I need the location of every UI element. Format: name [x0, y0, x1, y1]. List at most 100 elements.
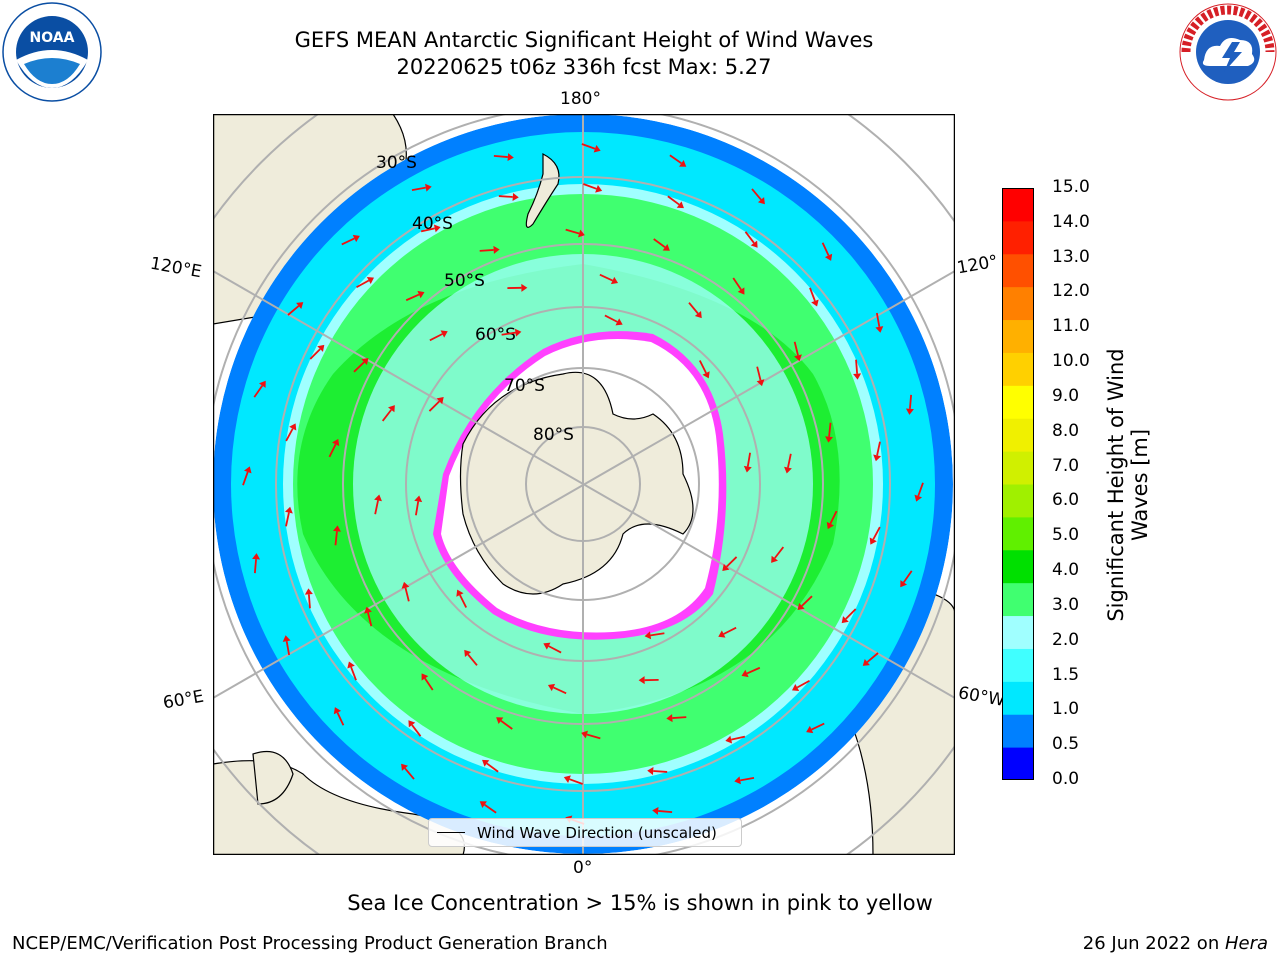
wind-arrow-head: [638, 676, 645, 685]
wind-arrow-shaft: [405, 293, 420, 302]
wind-arrow-head: [333, 707, 342, 715]
wind-arrow-shaft: [917, 482, 924, 497]
wind-arrow-head: [647, 767, 654, 776]
wind-arrow-shaft: [872, 526, 881, 540]
nws-logo: [1179, 3, 1277, 101]
wind-arrow-shaft: [658, 810, 673, 814]
lon-label-60w: 60°W: [956, 683, 1007, 711]
sea-ice-note: Sea Ice Concentration > 15% is shown in …: [347, 891, 933, 915]
wind-arrow-shaft: [309, 348, 321, 360]
colorbar-segment: [1002, 220, 1034, 255]
colorbar-tick-label: 5.0: [1052, 525, 1080, 546]
wind-arrow-shaft: [672, 716, 687, 719]
wind-arrow-head: [361, 357, 369, 365]
chart-title: GEFS MEAN Antarctic Significant Height o…: [294, 28, 874, 52]
wind-arrow-head: [791, 684, 800, 692]
wind-arrow-head: [512, 192, 519, 201]
lon-label-0: 0°: [573, 858, 593, 878]
wind-arrow-head: [289, 423, 297, 431]
wind-arrow-shaft: [429, 333, 443, 342]
wind-arrow-head: [679, 160, 687, 167]
colorbar-tick-label: 1.0: [1052, 699, 1080, 720]
wind-arrow-head: [610, 276, 619, 285]
wind-arrow-head: [414, 495, 423, 503]
wind-arrow-shaft: [411, 186, 426, 192]
wind-arrow-shaft: [565, 228, 580, 235]
wind-arrow-shaft: [500, 720, 513, 730]
wind-arrow-shaft: [242, 471, 249, 486]
wind-arrow-shaft: [404, 587, 410, 602]
wind-arrow-head: [304, 588, 313, 595]
wind-arrow-head: [734, 776, 741, 785]
antarctica-land: [459, 371, 694, 595]
wind-arrow-head: [862, 658, 870, 666]
wind-arrow-shaft: [774, 546, 785, 559]
wind-arrow-shaft: [285, 512, 290, 527]
wind-arrow-head: [794, 354, 802, 362]
wind-arrow-head: [243, 466, 252, 474]
colorbar-segment: [1002, 385, 1034, 419]
wind-arrow-head: [547, 683, 556, 692]
wind-arrow-head: [737, 287, 745, 295]
wind-arrow-shaft: [875, 312, 881, 327]
wind-arrow-head: [869, 537, 877, 545]
colorbar-segment: [1002, 188, 1034, 222]
wind-arrow-head: [563, 775, 571, 783]
colorbar-tick-label: 10.0: [1052, 351, 1090, 372]
lat-label-30s: 30°S: [376, 153, 417, 173]
wind-arrow-shaft: [845, 608, 857, 620]
wind-arrow-head: [417, 290, 425, 299]
wind-arrow-head: [284, 506, 293, 514]
wind-arrow-shaft: [479, 249, 494, 252]
wind-arrow-shaft: [653, 770, 668, 773]
lat-label-70s: 70°S: [504, 376, 545, 396]
wind-arrow-shaft: [548, 645, 562, 654]
colorbar-segment: [1002, 516, 1034, 551]
wind-arrow-head: [296, 302, 304, 310]
wind-arrow-head: [282, 635, 291, 642]
wind-arrow-head: [750, 240, 758, 248]
wind-arrow-head: [507, 153, 514, 162]
colorbar-tick-label: 9.0: [1052, 385, 1080, 406]
colorbar-tick-label: 4.0: [1052, 560, 1080, 581]
wind-arrow-head: [676, 201, 684, 209]
lon-label-180: 180°: [560, 89, 601, 109]
wind-arrow-shaft: [586, 733, 601, 740]
wind-arrow-head: [824, 253, 833, 261]
wind-arrow-shaft: [583, 183, 597, 190]
wind-arrow-head: [914, 494, 923, 502]
colorbar-segment: [1002, 286, 1034, 321]
wind-arrow-shaft: [902, 570, 913, 583]
wind-arrow-shaft: [356, 279, 370, 289]
wind-arrow-head: [825, 436, 834, 443]
wind-arrow-shaft: [424, 677, 434, 691]
wind-arrow-shaft: [599, 273, 613, 282]
colorbar-tick-label: 7.0: [1052, 455, 1080, 476]
wind-arrow-head: [332, 438, 340, 447]
footer-date: 26 Jun 2022 on Hera: [1083, 933, 1268, 954]
wind-arrow-shaft: [428, 400, 441, 412]
wind-arrow-shaft: [796, 679, 810, 689]
colorbar-segment: [1002, 319, 1034, 353]
lat-label-60s: 60°S: [475, 325, 516, 345]
wind-arrow-head: [826, 521, 834, 530]
wind-arrow-head: [900, 580, 907, 588]
wind-arrow-shaft: [367, 612, 373, 627]
wind-arrow-head: [662, 244, 670, 251]
colorbar-tick-label: 1.5: [1052, 664, 1080, 685]
wind-arrow-head: [853, 373, 862, 380]
colorbar-tick-label: 0.0: [1052, 769, 1080, 789]
wind-arrow-shaft: [467, 653, 478, 666]
lat-label-50s: 50°S: [444, 271, 485, 291]
wind-arrow-head: [352, 234, 360, 243]
wind-arrow-shaft: [604, 314, 618, 323]
wind-arrow-head: [464, 649, 472, 658]
wind-arrow-shaft: [493, 154, 508, 158]
wind-arrow-shaft: [287, 305, 300, 316]
wind-arrow-head: [615, 318, 623, 326]
wind-arrow-shaft: [374, 500, 379, 515]
wind-arrow-shaft: [553, 686, 567, 695]
wind-arrow-shaft: [725, 556, 738, 568]
wind-arrow-shaft: [699, 360, 707, 374]
colorbar-label: Significant Height of Wind Waves [m]: [1103, 348, 1152, 622]
